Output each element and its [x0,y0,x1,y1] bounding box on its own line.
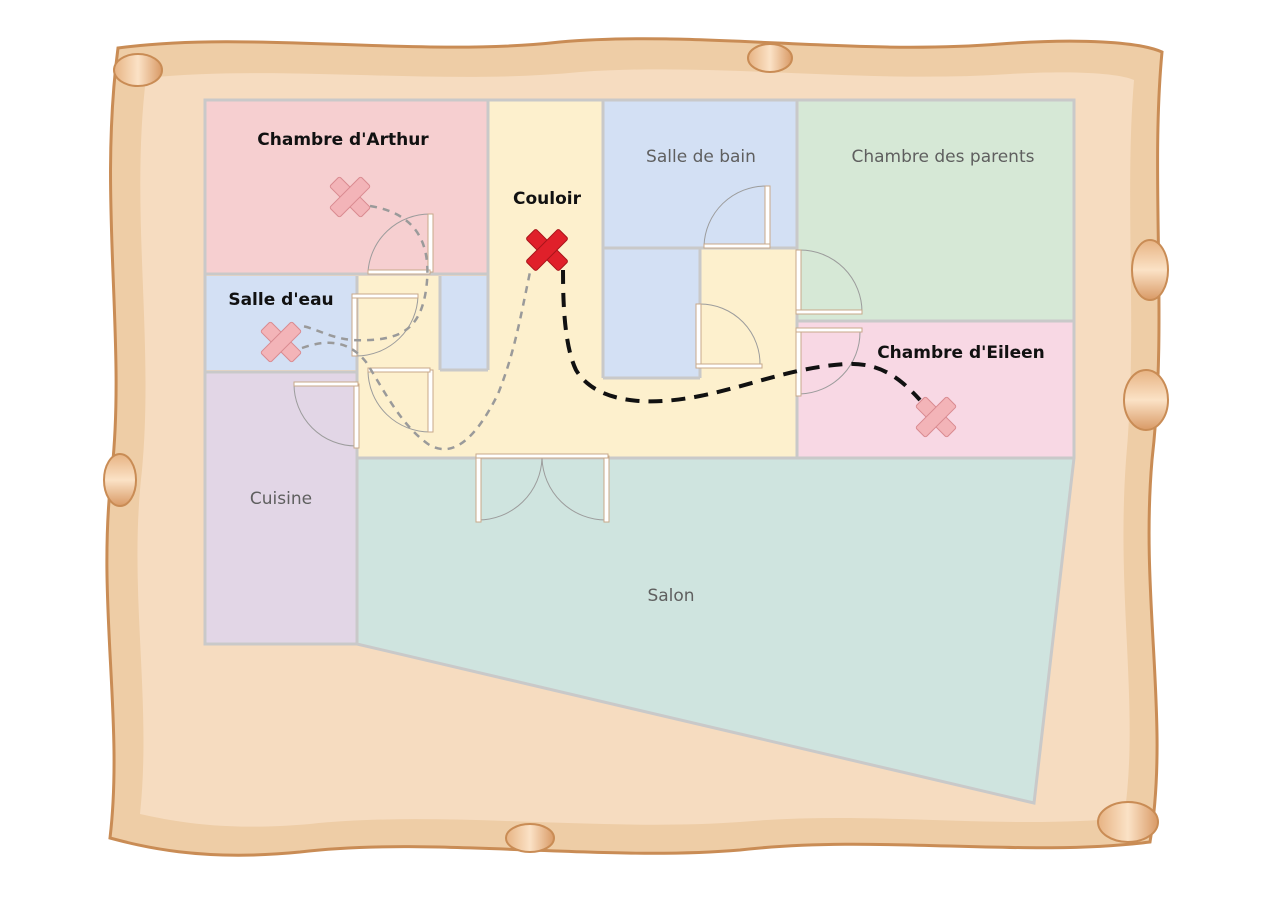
marker-salle-eau-cross-icon [260,321,302,363]
door-salle-de-bain-annex [695,303,763,369]
label-chambre-arthur: Chambre d'Arthur [257,130,429,150]
label-salon: Salon [647,586,694,606]
room-salon [357,458,1074,803]
room-cuisine [205,372,357,644]
path-couloir-eileen [561,269,922,404]
room-labels: Chambre d'Arthur Salle d'eau Couloir Sal… [228,130,1044,606]
room-salle-eau [205,276,357,370]
label-chambre-eileen: Chambre d'Eileen [877,343,1045,363]
doors [293,185,863,523]
door-salle-de-bain [703,185,771,249]
door-salle-eau-bottom [367,367,434,433]
door-chambre-eileen [795,327,863,397]
label-salle-eau: Salle d'eau [228,290,333,310]
scroll-curl-top [747,43,793,73]
room-couloir [357,100,797,458]
door-arthur [367,213,434,275]
paths [301,204,922,451]
room-salle-eau-annex [440,276,488,370]
door-salon-double [475,453,610,523]
markers [260,176,957,438]
room-chambre-parents [797,100,1074,321]
marker-arthur-cross-icon [329,176,371,218]
scroll-curl-bottom-right [1097,801,1159,843]
path-salle-eau-couloir [301,271,532,451]
scroll-curl-right [1123,369,1169,431]
room-salle-de-bain-annex [603,248,700,378]
marker-couloir-cross-icon [526,229,568,271]
path-arthur-salle-eau [301,204,429,342]
door-chambre-parents [795,249,863,315]
label-couloir: Couloir [513,189,582,209]
label-cuisine: Cuisine [250,489,312,509]
rooms [205,100,1074,803]
scroll-curl-top-left [113,53,163,87]
label-salle-de-bain: Salle de bain [646,147,756,167]
scroll-curl-bottom [505,823,555,853]
room-chambre-eileen [797,321,1074,458]
scroll-curl-right-upper [1131,239,1169,301]
door-salle-eau-top [351,293,419,357]
door-cuisine [293,381,360,449]
marker-eileen-cross-icon [915,396,957,438]
label-chambre-parents: Chambre des parents [852,147,1035,167]
scroll-curl-left [103,453,137,507]
